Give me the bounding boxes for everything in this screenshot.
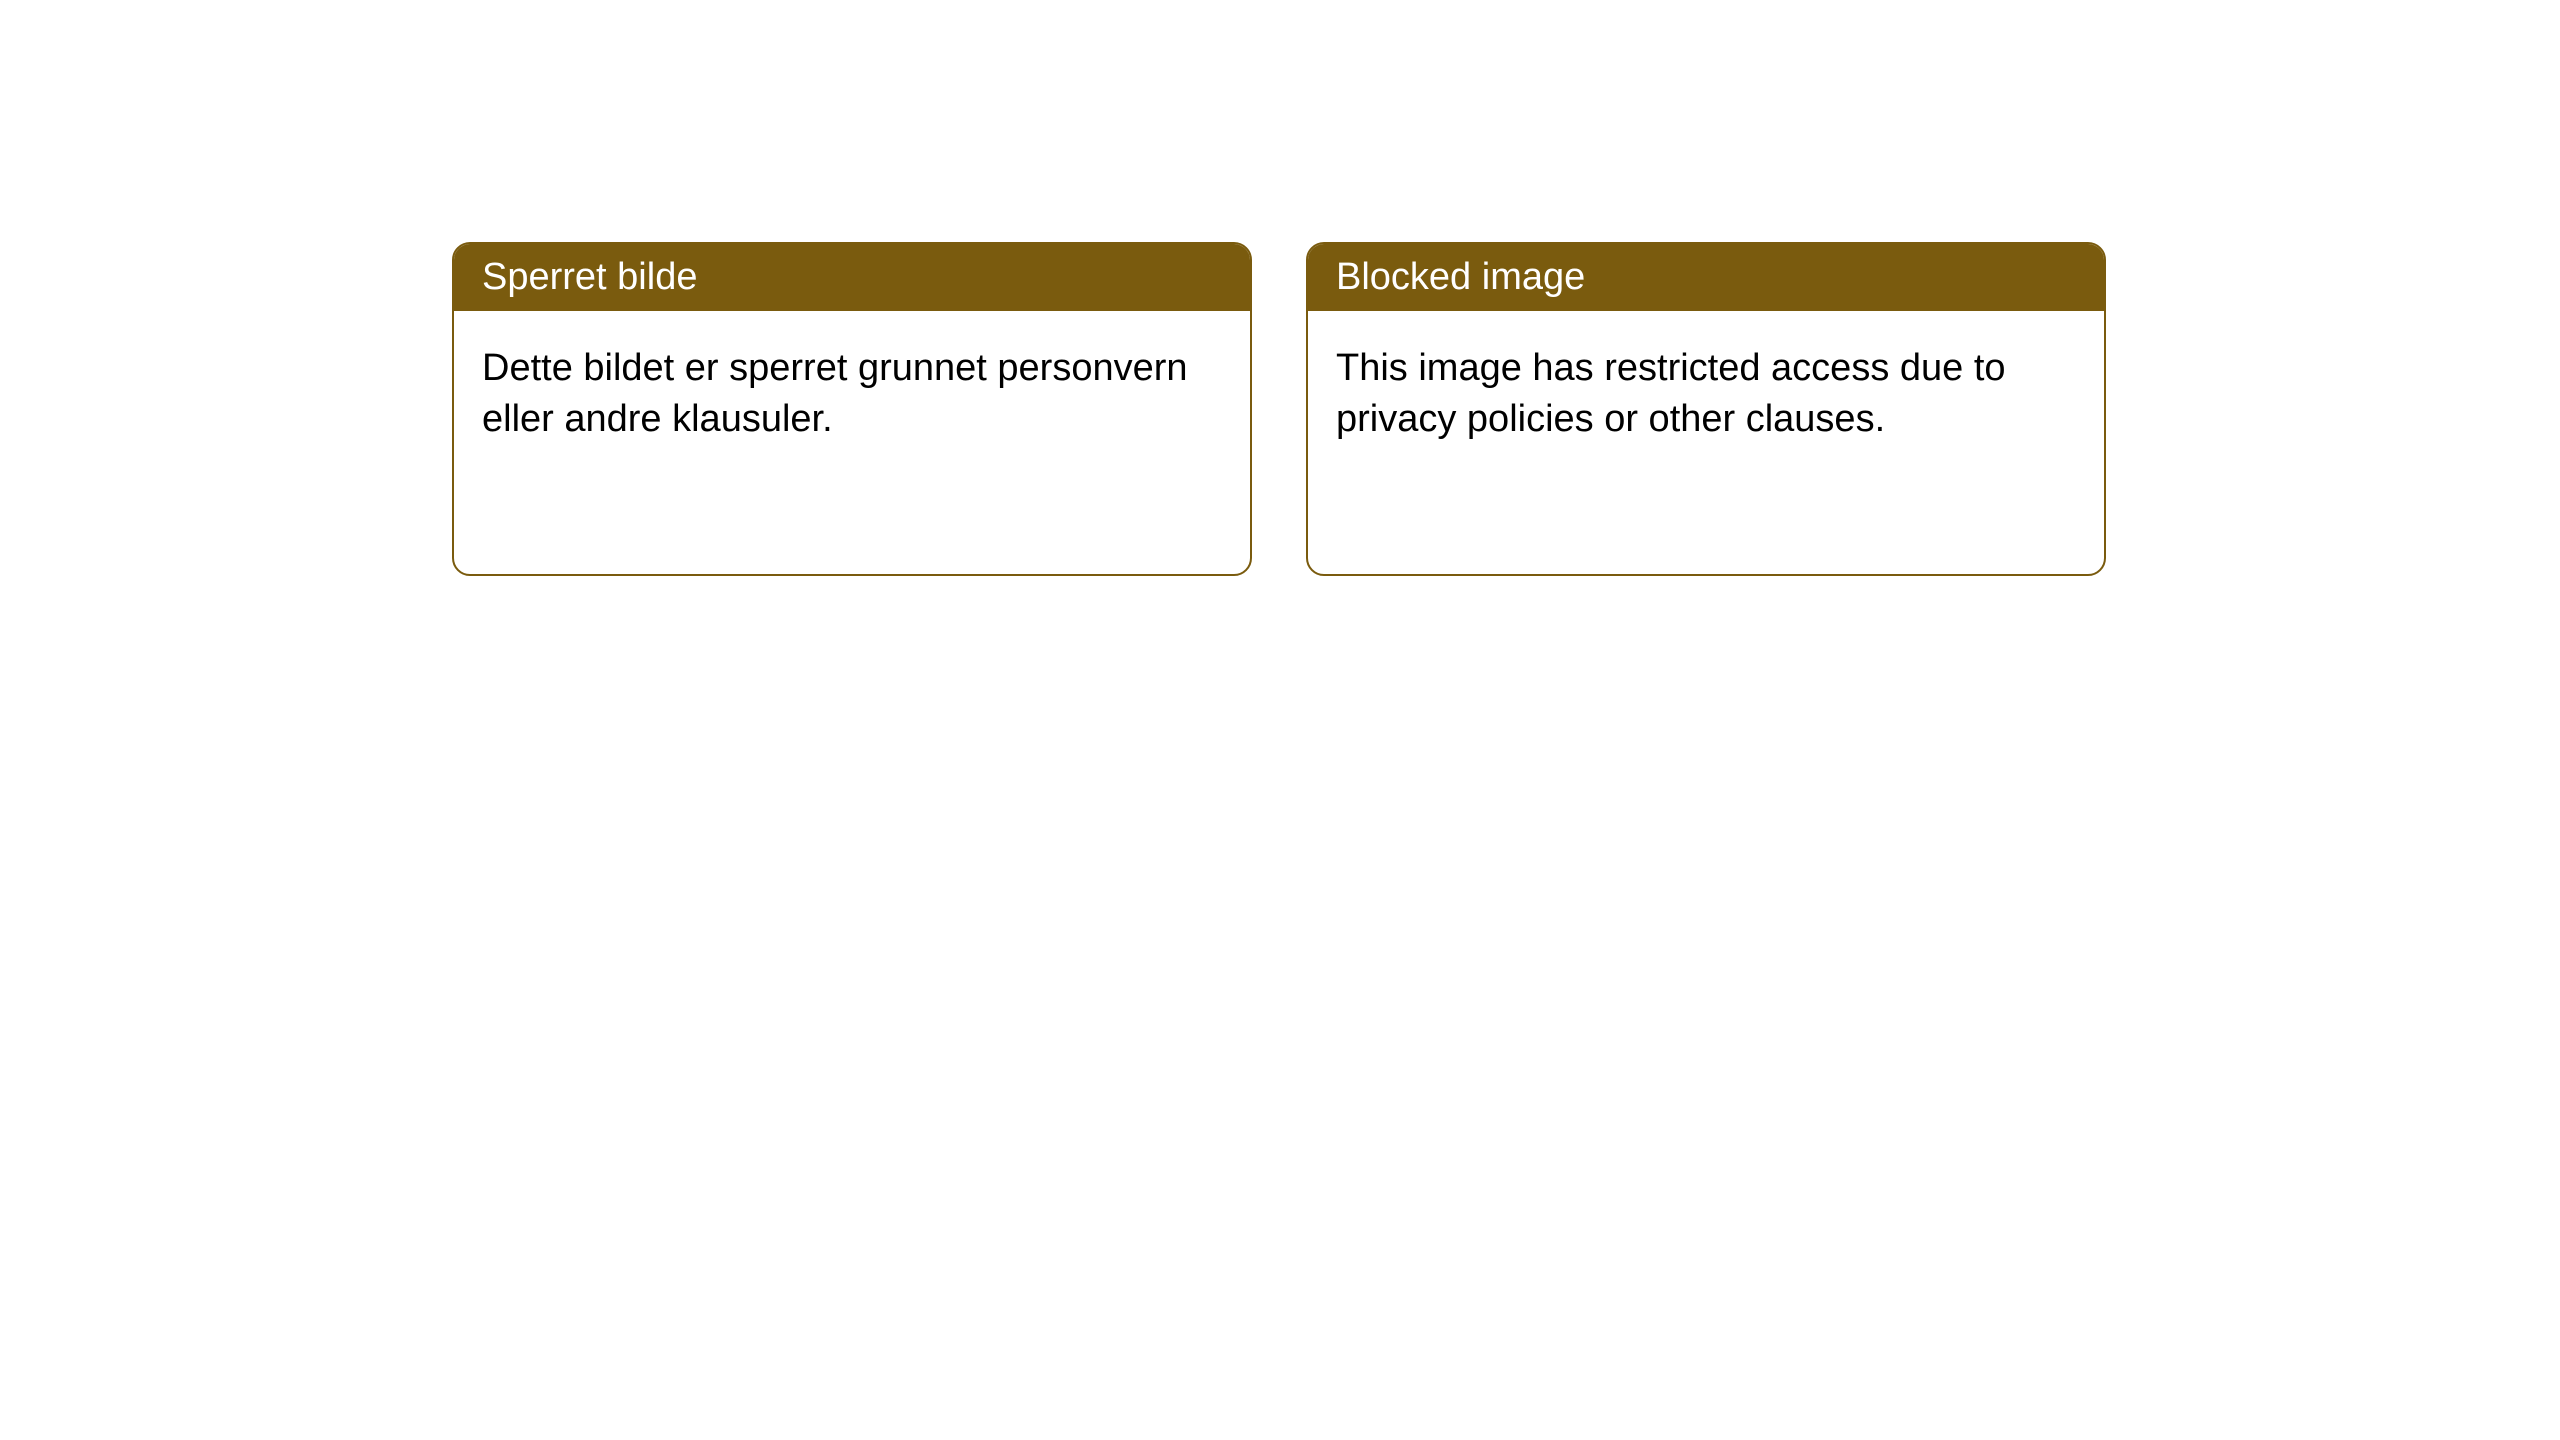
notice-card-body: Dette bildet er sperret grunnet personve… [454,311,1250,478]
notice-card-text: Dette bildet er sperret grunnet personve… [482,347,1188,440]
notice-cards-container: Sperret bilde Dette bildet er sperret gr… [452,242,2106,576]
notice-card-title: Sperret bilde [482,256,697,298]
notice-card-header: Blocked image [1308,244,2104,311]
notice-card-text: This image has restricted access due to … [1336,347,2006,440]
notice-card-body: This image has restricted access due to … [1308,311,2104,478]
notice-card-header: Sperret bilde [454,244,1250,311]
notice-card-norwegian: Sperret bilde Dette bildet er sperret gr… [452,242,1252,576]
notice-card-english: Blocked image This image has restricted … [1306,242,2106,576]
notice-card-title: Blocked image [1336,256,1585,298]
